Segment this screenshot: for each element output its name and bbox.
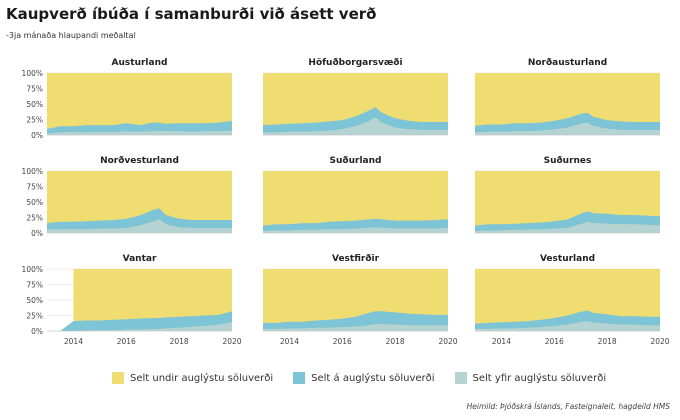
legend-swatch-undir: [112, 372, 124, 384]
area-a: [475, 112, 660, 133]
y-tick-label: 25%: [26, 312, 43, 321]
y-tick-label: 75%: [26, 85, 43, 94]
area-yfir: [263, 117, 448, 135]
panel-7: Vantar 0% 25% 50% 75% 100% 2014 2016 2018 2020: [22, 254, 242, 346]
panel-8: Vestfirðir 2014 2016 2018 2020: [263, 254, 458, 346]
chart-subtitle: -3ja mánaða hlaupandi meðaltal: [6, 31, 136, 40]
area-yfir: [475, 122, 660, 135]
panel-9: Vesturland 2014 2016 2018 2020: [475, 254, 670, 346]
legend-swatch-yfir: [454, 372, 467, 384]
area-a: [475, 310, 660, 330]
x-tick-label: 2020: [650, 337, 669, 346]
legend-item-yfir: Selt yfir auglýstu söluverði: [454, 372, 607, 384]
area-yfir: [47, 219, 232, 233]
panel-title: Suðurland: [330, 156, 382, 166]
source-note: Heimild: Þjóðskrá Íslands, Fasteignaleit…: [466, 402, 670, 411]
panel-title: Austurland: [112, 58, 168, 68]
panel-title: Vantar: [123, 254, 157, 264]
chart-title: Kaupverð íbúða í samanburði við ásett ve…: [6, 5, 377, 23]
y-tick-label: 75%: [26, 183, 43, 192]
x-tick-label: 2020: [438, 337, 457, 346]
area-yfir: [263, 324, 448, 331]
panel-title: Norðvesturland: [100, 156, 179, 166]
panel-2: Höfuðborgarsvæði: [263, 58, 448, 136]
y-tick-label: 0%: [31, 131, 43, 140]
y-tick-label: 100%: [22, 69, 43, 78]
y-tick-label: 0%: [31, 229, 43, 238]
x-tick-label: 2016: [545, 337, 564, 346]
panel-4: Norðvesturland 0% 25% 50% 75% 100%: [22, 156, 232, 238]
area-yfir: [47, 130, 232, 135]
area-a: [47, 208, 232, 230]
y-tick-label: 50%: [26, 296, 43, 305]
legend-label-undir: Selt undir auglýstu söluverði: [130, 372, 274, 384]
area-yfir: [263, 227, 448, 233]
y-tick-label: 100%: [22, 265, 43, 274]
x-tick-label: 2014: [492, 337, 511, 346]
y-tick-label: 25%: [26, 214, 43, 223]
y-tick-label: 100%: [22, 167, 43, 176]
x-tick-label: 2014: [280, 337, 299, 346]
chart-legend: Selt undir auglýstu söluverði Selt á aug…: [112, 372, 606, 384]
x-tick-label: 2018: [598, 337, 617, 346]
y-tick-label: 0%: [31, 327, 43, 336]
area-undir: [47, 171, 232, 233]
area-a: [263, 107, 448, 133]
x-tick-label: 2016: [333, 337, 352, 346]
area-a: [47, 311, 232, 331]
y-tick-label: 25%: [26, 116, 43, 125]
y-tick-label: 50%: [26, 198, 43, 207]
panel-title: Höfuðborgarsvæði: [308, 58, 402, 68]
area-a: [263, 218, 448, 232]
panel-title: Suðurnes: [544, 156, 592, 166]
x-tick-label: 2018: [386, 337, 405, 346]
y-tick-label: 50%: [26, 100, 43, 109]
area-a: [475, 211, 660, 232]
panel-6: Suðurnes: [475, 156, 660, 234]
area-undir: [263, 171, 448, 233]
panel-title: Norðausturland: [528, 58, 607, 68]
panel-3: Norðausturland: [475, 58, 660, 136]
area-yfir: [47, 322, 232, 331]
area-undir: [73, 269, 232, 331]
legend-label-a: Selt á auglýstu söluverði: [311, 372, 435, 384]
panel-title: Vesturland: [540, 254, 595, 264]
panel-title: Vestfirðir: [332, 254, 380, 264]
x-tick-label: 2016: [117, 337, 136, 346]
area-yfir: [475, 221, 660, 233]
legend-item-undir: Selt undir auglýstu söluverði: [112, 372, 273, 384]
area-a: [263, 311, 448, 330]
x-tick-label: 2014: [64, 337, 83, 346]
legend-swatch-a: [293, 372, 306, 384]
legend-item-a: Selt á auglýstu söluverði: [293, 372, 435, 384]
panel-5: Suðurland: [263, 156, 448, 234]
area-undir: [47, 73, 232, 135]
x-tick-label: 2020: [222, 337, 241, 346]
area-yfir: [475, 321, 660, 331]
panel-1: Austurland 0% 25% 50% 75% 100%: [22, 58, 232, 140]
y-tick-label: 75%: [26, 281, 43, 290]
area-a: [47, 120, 232, 134]
legend-label-yfir: Selt yfir auglýstu söluverði: [472, 372, 607, 384]
x-tick-label: 2018: [170, 337, 189, 346]
area-undir: [475, 73, 660, 135]
